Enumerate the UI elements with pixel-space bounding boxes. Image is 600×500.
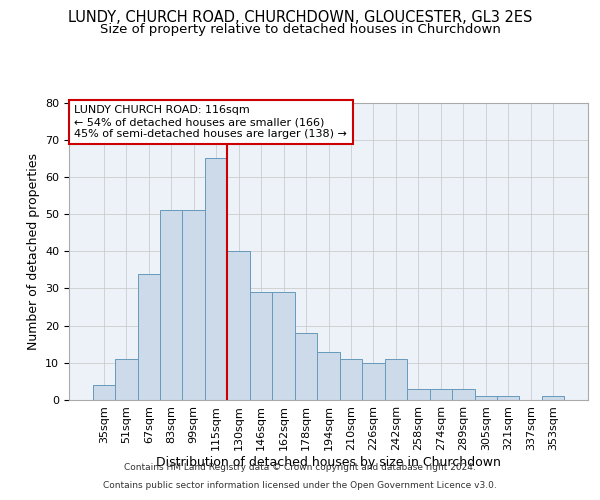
Bar [475,396,497,400]
Bar [295,333,317,400]
Bar [430,389,452,400]
Bar [407,389,430,400]
Bar [362,363,385,400]
Bar [317,352,340,400]
Bar [497,396,520,400]
Y-axis label: Number of detached properties: Number of detached properties [26,153,40,350]
Bar [227,252,250,400]
Text: Size of property relative to detached houses in Churchdown: Size of property relative to detached ho… [100,22,500,36]
Bar [182,210,205,400]
Bar [250,292,272,400]
Bar [272,292,295,400]
Bar [115,359,137,400]
Text: Contains public sector information licensed under the Open Government Licence v3: Contains public sector information licen… [103,481,497,490]
Bar [137,274,160,400]
Bar [92,385,115,400]
Text: Contains HM Land Registry data © Crown copyright and database right 2024.: Contains HM Land Registry data © Crown c… [124,464,476,472]
Text: LUNDY CHURCH ROAD: 116sqm
← 54% of detached houses are smaller (166)
45% of semi: LUNDY CHURCH ROAD: 116sqm ← 54% of detac… [74,106,347,138]
Bar [340,359,362,400]
Bar [205,158,227,400]
Bar [452,389,475,400]
X-axis label: Distribution of detached houses by size in Churchdown: Distribution of detached houses by size … [156,456,501,468]
Bar [385,359,407,400]
Bar [542,396,565,400]
Text: LUNDY, CHURCH ROAD, CHURCHDOWN, GLOUCESTER, GL3 2ES: LUNDY, CHURCH ROAD, CHURCHDOWN, GLOUCEST… [68,10,532,25]
Bar [160,210,182,400]
